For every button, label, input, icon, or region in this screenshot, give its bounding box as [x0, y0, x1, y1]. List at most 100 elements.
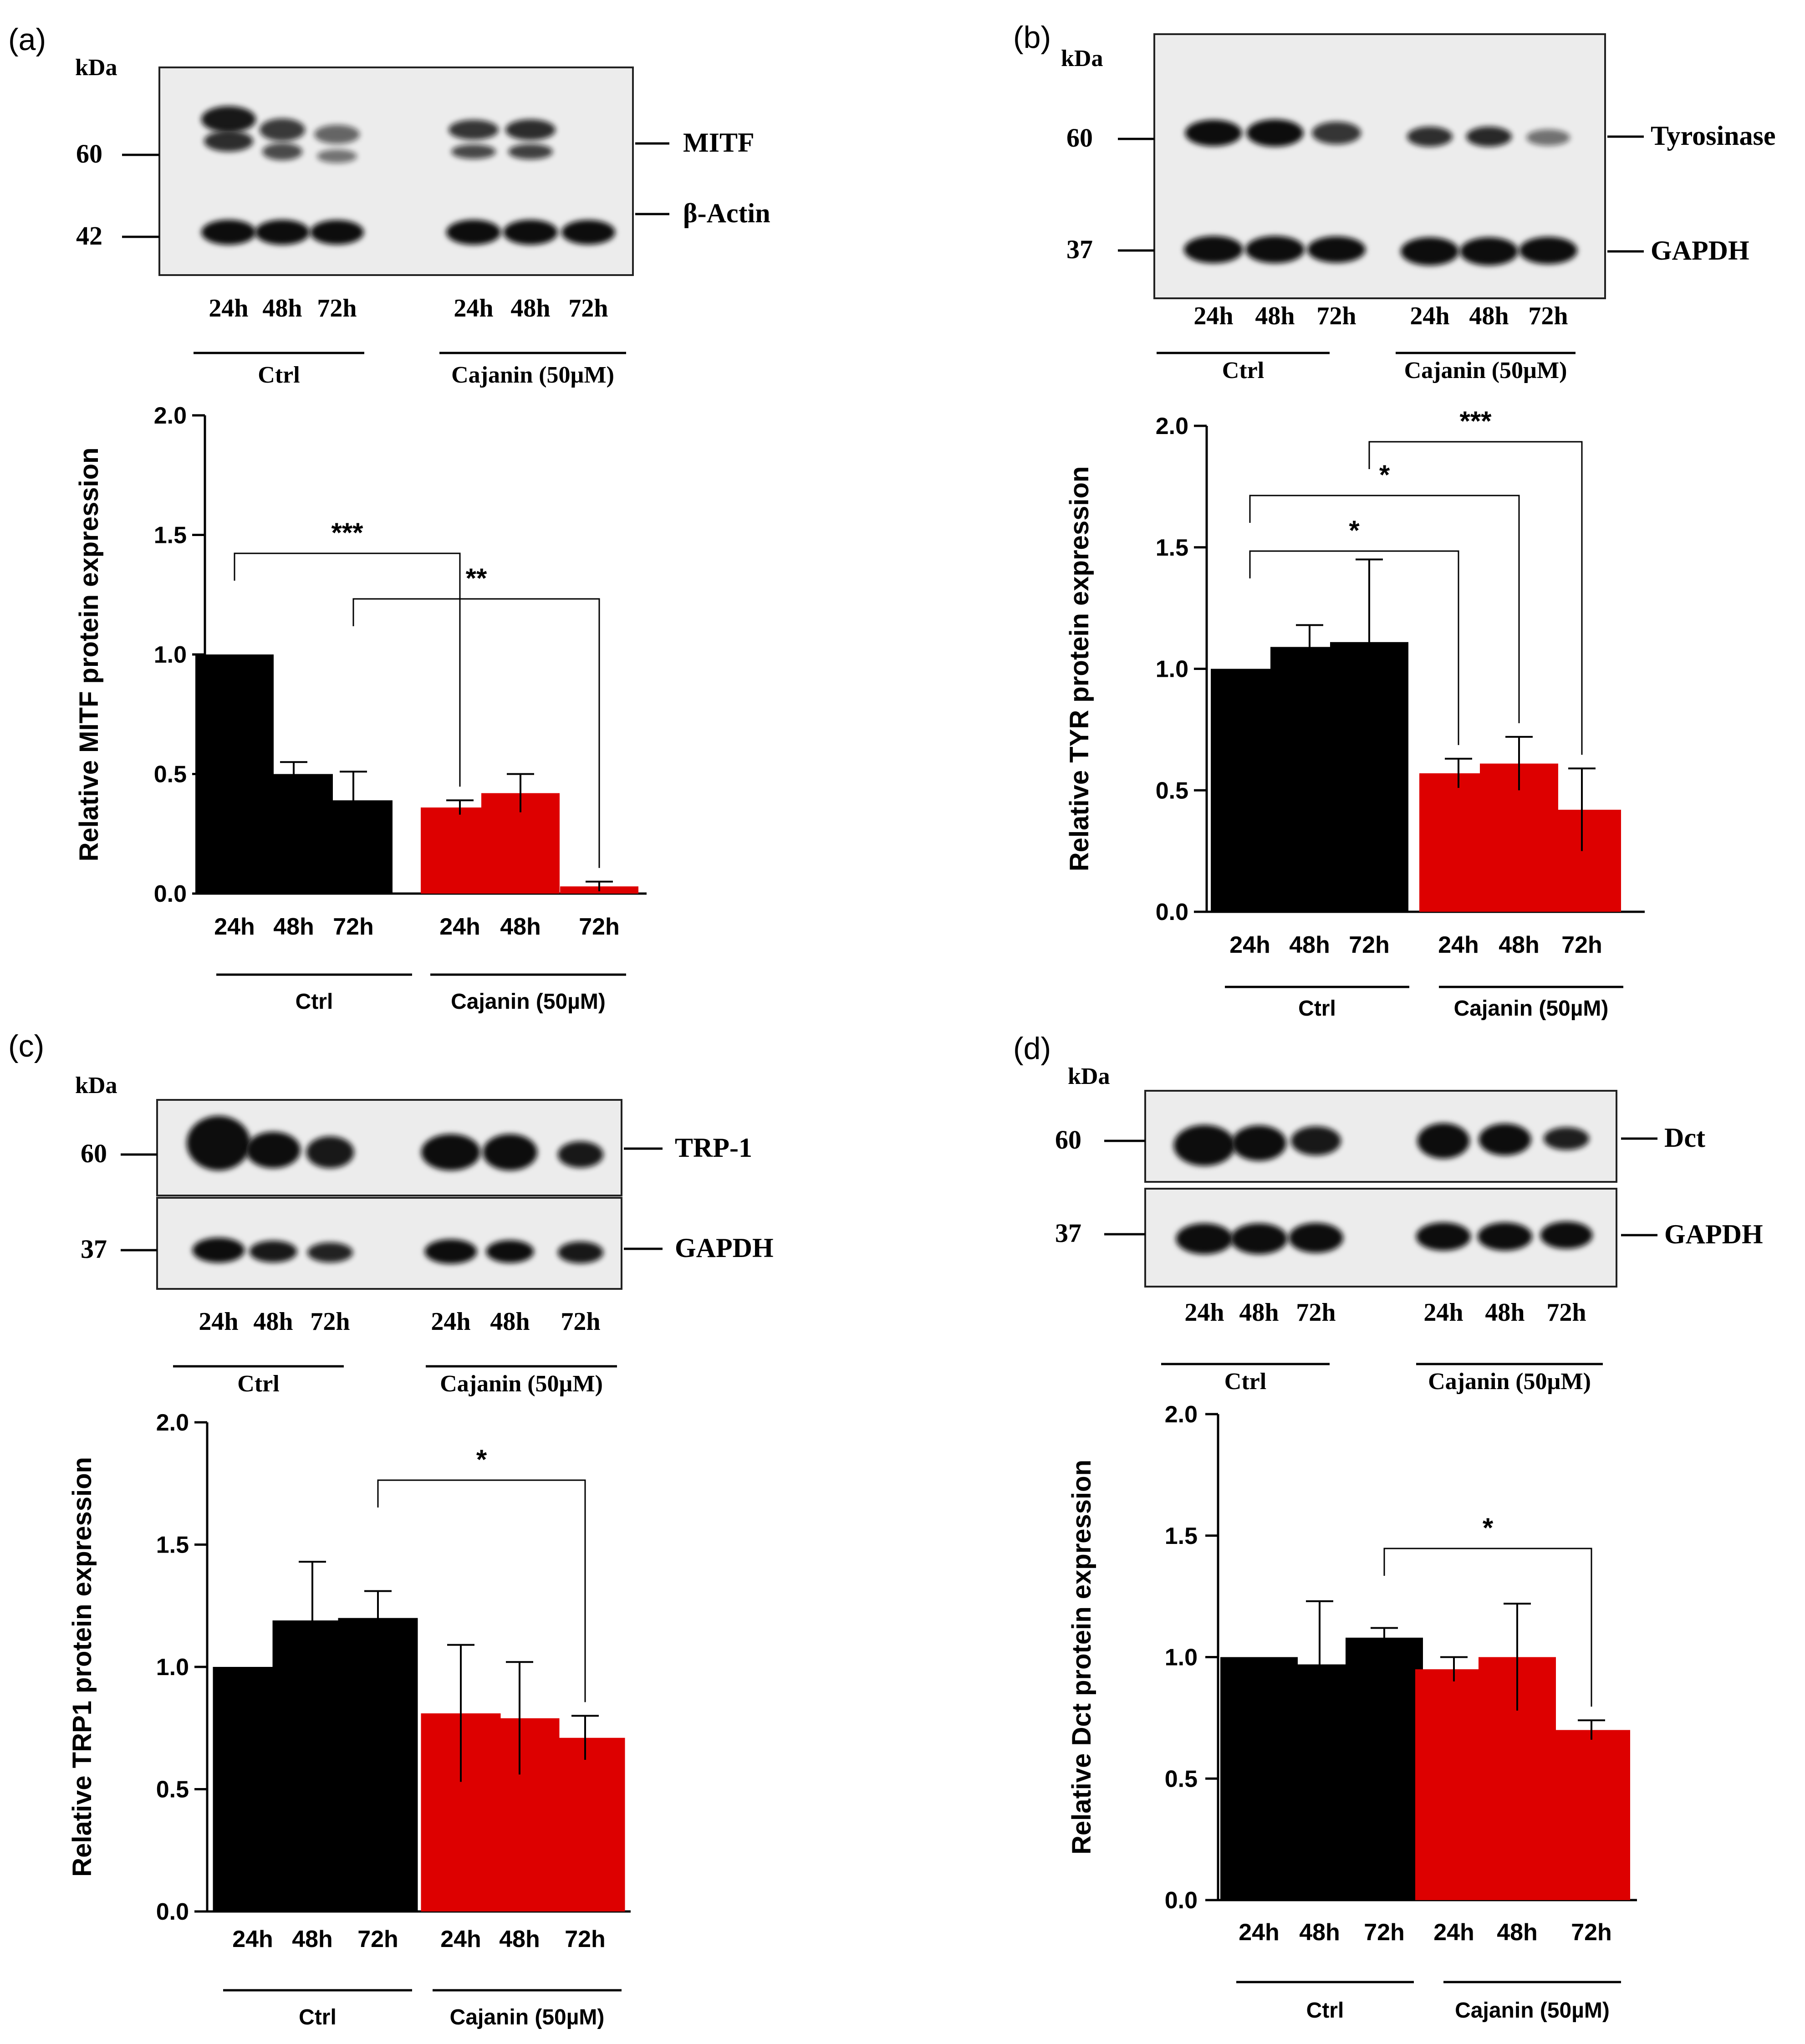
blot-band	[1479, 1124, 1531, 1155]
y-tick-label: 0.0	[1165, 1887, 1198, 1914]
x-tick-label: 48h	[1299, 1919, 1340, 1946]
bar-72h-cajanin	[1553, 1730, 1630, 1900]
blot-band	[1540, 1221, 1593, 1249]
blot-band	[1245, 236, 1305, 263]
kda-label: kDa	[1068, 1063, 1110, 1089]
y-tick-label: 1.0	[1156, 656, 1188, 683]
kda-label: kDa	[1061, 46, 1103, 72]
lane-label: 24h	[199, 1308, 238, 1336]
blot-band	[246, 1132, 301, 1168]
blot-band	[1519, 237, 1577, 264]
blot-band	[306, 1136, 354, 1168]
group-label: Ctrl	[1222, 358, 1264, 383]
significance-bracket	[1383, 1548, 1592, 1707]
protein-label: GAPDH	[675, 1233, 774, 1263]
western-blot: kDa 60 37 TRP-1 GAPDH 24h 48h 72h 24h 48h 72h Ctrl C…	[75, 1073, 774, 1397]
blot-band	[317, 149, 357, 163]
lane-label: 48h	[262, 294, 302, 322]
kda-marker: 60	[81, 1139, 107, 1168]
kda-marker: 37	[1066, 235, 1093, 264]
x-tick-label: 72h	[333, 914, 374, 940]
y-axis-label: Relative Dct protein expression	[1067, 1460, 1096, 1855]
x-tick-label: 48h	[1499, 932, 1540, 958]
y-tick-label: 1.0	[156, 1654, 189, 1681]
x-tick-label: 72h	[579, 914, 620, 940]
significance-bracket	[234, 552, 461, 787]
y-axis-label: Relative MITF protein expression	[74, 448, 104, 862]
blot-band	[204, 131, 253, 152]
lane-label: 24h	[454, 294, 493, 322]
blot-band	[449, 120, 499, 140]
blot-band	[1466, 127, 1512, 147]
blot-band	[201, 106, 256, 133]
blot-band	[1291, 1126, 1341, 1155]
blot-band	[314, 125, 360, 144]
protein-label: MITF	[683, 128, 755, 158]
bar-72h-ctrl	[338, 1618, 418, 1911]
significance-label: ***	[1459, 406, 1492, 436]
lane-label: 24h	[1184, 1298, 1224, 1327]
blot-band	[249, 1241, 297, 1262]
x-group-label: Cajanin (50µM)	[451, 990, 606, 1014]
lane-label: 48h	[1485, 1298, 1525, 1327]
significance-label: **	[466, 563, 487, 593]
kda-marker: 37	[1055, 1218, 1081, 1248]
blot-band	[262, 143, 302, 160]
y-axis-label: Relative TYR protein expression	[1065, 466, 1094, 872]
significance-label: *	[476, 1444, 487, 1475]
bar-72h-ctrl	[1346, 1637, 1423, 1900]
blot-band	[260, 118, 305, 141]
x-tick-label: 48h	[499, 1926, 540, 1952]
kda-label: kDa	[75, 1073, 117, 1099]
panel-label: (a)	[8, 22, 46, 57]
significance-label: *	[1483, 1513, 1494, 1543]
panel-label: (b)	[1013, 20, 1051, 55]
x-tick-label: 24h	[214, 914, 255, 940]
y-tick-label: 0.5	[1165, 1766, 1198, 1792]
x-group-label: Cajanin (50µM)	[1454, 996, 1609, 1021]
y-tick-label: 1.5	[156, 1532, 189, 1559]
blot-band	[424, 1239, 477, 1264]
panel-d: (d) kDa 60 37 Dct GAPDH 24h 48h 72h 24h 48h 72h Ctrl…	[1013, 1031, 1763, 2023]
western-blot: kDa 60 42 MITF β-Actin 24h 48h 72h 24h 48h 72h Ctrl…	[75, 55, 770, 388]
blot-band	[1312, 122, 1361, 144]
kda-marker: 37	[81, 1234, 107, 1264]
lane-label: 72h	[1296, 1298, 1336, 1327]
blot-band	[1478, 1222, 1532, 1251]
x-group-label: Ctrl	[1298, 996, 1336, 1021]
x-tick-label: 72h	[1561, 932, 1602, 958]
x-tick-label: 48h	[1289, 932, 1330, 958]
blot-band	[558, 1141, 603, 1168]
blot-band	[1307, 236, 1366, 263]
western-blot: kDa 60 37 Tyrosinase GAPDH 24h 48h 72h 24h 48h 72h…	[1061, 33, 1775, 383]
group-label: Cajanin (50µM)	[451, 362, 614, 388]
blot-band	[503, 220, 558, 245]
blot-band	[1526, 129, 1570, 146]
protein-label: Tyrosinase	[1651, 121, 1775, 151]
blot-band	[201, 220, 256, 245]
bar-chart: 0.0 0.5 1.0 1.5 2.0 Relative TYR protein expr…	[1065, 406, 1645, 1021]
x-tick-label: 72h	[1571, 1919, 1612, 1946]
significance-bracket	[1249, 495, 1520, 723]
x-group-label: Ctrl	[1306, 1998, 1344, 2023]
kda-marker: 60	[1066, 123, 1093, 153]
x-tick-label: 24h	[232, 1926, 273, 1952]
lane-label: 72h	[1528, 302, 1568, 330]
x-tick-label: 24h	[439, 914, 480, 940]
bar-chart: 0.0 0.5 1.0 1.5 2.0 Relative Dct protein expr…	[1067, 1401, 1637, 2023]
panels-root: (a) kDa 60 42 MITF β-Actin 24h 48h 72h 24h 48h 72h C…	[8, 20, 1775, 2029]
blot-band	[1173, 1125, 1235, 1166]
lane-label: 72h	[310, 1308, 350, 1336]
blot-band	[446, 220, 501, 245]
y-tick-label: 0.5	[1156, 777, 1188, 804]
blot-band	[1289, 1223, 1343, 1253]
protein-label: Dct	[1664, 1123, 1705, 1153]
blot-band	[1184, 236, 1243, 263]
x-tick-label: 24h	[1229, 932, 1270, 958]
x-tick-label: 48h	[1497, 1919, 1538, 1946]
lane-label: 24h	[1193, 302, 1233, 330]
x-tick-label: 72h	[1364, 1919, 1405, 1946]
panel-label: (c)	[8, 1029, 44, 1063]
group-label: Cajanin (50µM)	[1404, 358, 1567, 383]
lane-label: 72h	[561, 1308, 600, 1336]
